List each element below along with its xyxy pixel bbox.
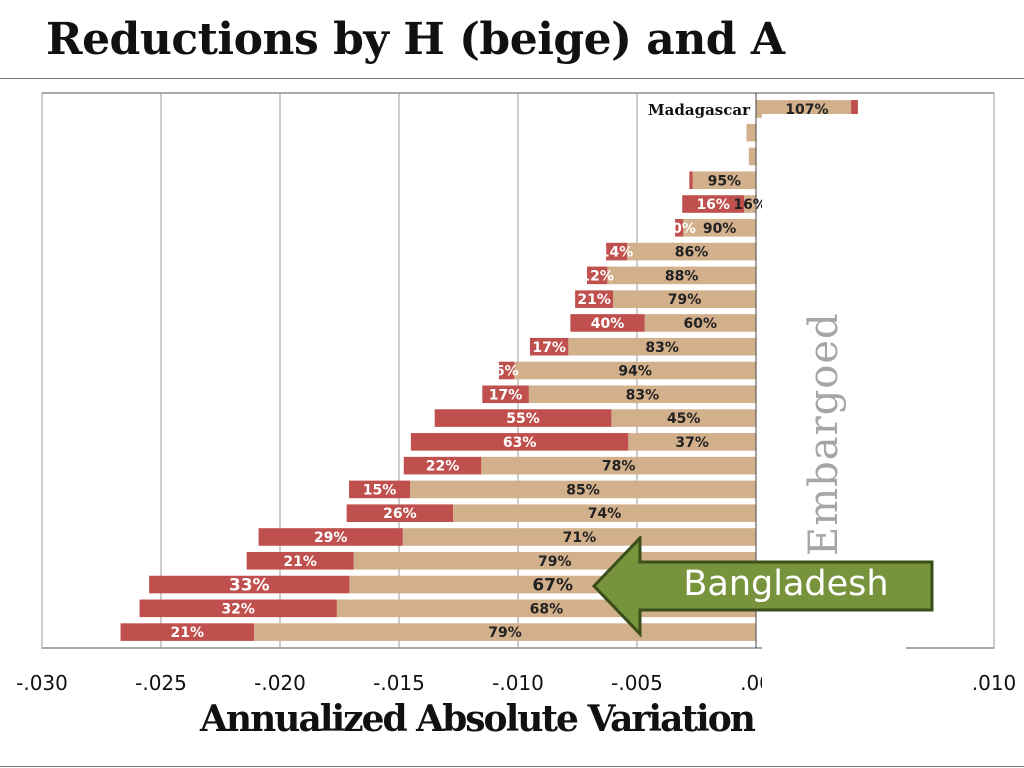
bar-segment-a [482,385,529,404]
bar-segment-h [528,385,756,404]
x-axis-label: Annualized Absolute Variation in I [200,698,828,740]
x-tick-label: -.030 [16,671,68,695]
data-label-h: 45% [667,411,701,427]
bar-segment-a [587,266,608,285]
x-tick-label: -.015 [373,671,425,695]
bar-segment-h [607,266,756,285]
data-label-h: 74% [588,506,622,522]
data-label-h: 88% [665,268,699,284]
bar-segment-h [568,337,756,356]
bar-segment-h [756,100,858,118]
bar-segment-h [627,242,756,261]
bar-segment-h [748,147,756,166]
bar-segment-h [402,528,756,546]
data-label-a: 21% [171,625,205,641]
data-label-h: 68% [530,601,564,617]
data-label-h: 37% [675,435,709,451]
data-label-a: 40% [591,316,625,332]
bar-segment-a [851,100,858,118]
bar-segment-a [139,599,337,618]
bar-segment-a [689,171,693,190]
bottom-divider [0,766,1024,767]
data-label-a: 26% [383,506,417,522]
bar-segment-h [683,219,756,237]
data-label-h: 86% [675,245,709,261]
data-label-h: 79% [538,554,572,570]
data-label-a: 63% [503,435,537,451]
xlabel-mask [762,690,906,750]
bar-segment-h [613,290,756,308]
data-label-a: 21% [577,292,611,308]
data-label-h: 85% [566,482,600,498]
bar-segment-a [498,361,515,380]
callout-arrow-shape [592,536,934,638]
data-label-h: 78% [602,459,636,475]
bar-segment-a [575,290,614,308]
data-label-a: 14% [600,245,634,261]
bar-segment-a [349,480,411,499]
bar-segment-a [570,314,645,332]
data-label-a: 6% [495,364,519,380]
data-label-a: 16% [696,197,730,213]
x-tick-label: -.020 [254,671,306,695]
bar-segment-h [744,195,756,213]
bar-segment-a [434,409,612,427]
data-label-a: 22% [426,459,460,475]
bar-segment-a [120,623,254,641]
data-label-a: 32% [221,601,255,617]
data-label-a: 17% [489,387,523,403]
embargo-overlay [762,114,906,768]
bar-segment-h [410,480,756,499]
bar-segment-a [258,528,403,546]
data-label-h: 71% [563,530,597,546]
data-label-h: 95% [708,173,742,189]
bar-segment-a [246,551,354,570]
data-label-a: 15% [363,482,397,498]
data-label-a: 17% [532,340,566,356]
data-label-h: 83% [645,340,679,356]
data-label-h: 90% [703,221,737,237]
data-label-a: 21% [283,554,317,570]
bar-segment-h [628,433,756,451]
data-label-a: 29% [314,530,348,546]
bar-segment-a [529,337,569,356]
x-tick-label: .010 [972,671,1017,695]
bar-segment-a [149,575,350,594]
callout-label: Bangladesh [683,564,889,604]
bar-segment-h [514,361,756,380]
bar-segment-h [611,409,756,427]
bar-segment-a [410,433,629,451]
x-tick-label: -.010 [492,671,544,695]
bar-segment-h [692,171,756,190]
data-label-h: 67% [532,576,573,596]
bar-segment-h [481,456,756,475]
data-label-h: 107% [785,102,828,118]
data-label-h: 94% [618,364,652,380]
bar-segment-h [746,123,756,142]
data-label-h: 16% [733,197,767,213]
data-label-h: 60% [684,316,718,332]
data-label-a: 55% [506,411,540,427]
data-label-a: 10% [662,221,696,237]
x-tick-label: -.005 [611,671,663,695]
bar-segment-a [675,219,684,237]
bar-segment-a [346,504,454,522]
bangladesh-callout-arrow [592,536,934,638]
bar-segment-a [403,456,482,475]
bar-segment-a [606,242,628,261]
data-label-h: 79% [668,292,702,308]
bar-segment-a [682,195,745,213]
bar-segment-h [453,504,756,522]
embargo-watermark: Embargoed [801,312,847,556]
bar-segment-h [253,623,756,641]
data-label-h: 83% [626,387,660,403]
bar-segment-h [644,314,756,332]
chart-title: Reductions by H (beige) and A [46,14,785,65]
data-label-h: 79% [488,625,522,641]
x-tick-label: -.025 [135,671,187,695]
data-label-a: 33% [229,576,270,596]
data-label-a: 12% [580,268,614,284]
category-label: Madagascar [648,101,751,119]
title-divider [0,78,1024,79]
